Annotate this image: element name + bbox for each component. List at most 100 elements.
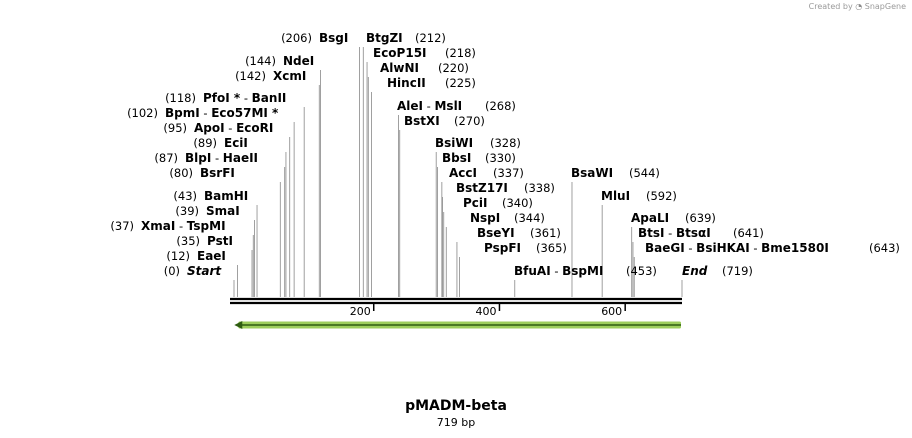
label-separator: - [665, 226, 676, 240]
enzyme-name: BsrFI [200, 166, 235, 180]
axis-tick-label: 400 [475, 305, 496, 318]
site-label[interactable]: PstI [207, 234, 233, 248]
label-separator: - [423, 99, 434, 113]
site-label[interactable]: PspFI [484, 241, 521, 255]
enzyme-name: HincII [387, 76, 426, 90]
site-position: (87) [154, 151, 178, 165]
enzyme-name: Bme1580I [761, 241, 829, 255]
site-position: (453) [626, 264, 657, 278]
site-label[interactable]: End [682, 264, 708, 278]
site-position: (268) [485, 99, 516, 113]
site-label[interactable]: XcmI [273, 69, 306, 83]
site-label[interactable]: AccI [449, 166, 477, 180]
enzyme-name: ApaLI [631, 211, 669, 225]
enzyme-name: BstXI [404, 114, 440, 128]
enzyme-name: Start [187, 264, 222, 278]
site-label[interactable]: BsrFI [200, 166, 235, 180]
site-label[interactable]: BseYI [477, 226, 515, 240]
site-label[interactable]: Start [187, 264, 222, 278]
site-label[interactable]: BsaWI [571, 166, 613, 180]
site-position: (142) [235, 69, 266, 83]
site-label[interactable]: SmaI [206, 204, 240, 218]
site-position: (544) [629, 166, 660, 180]
enzyme-name: PspFI [484, 241, 521, 255]
label-separator: - [211, 151, 222, 165]
site-label[interactable]: BfuAI - BspMI [514, 264, 603, 278]
site-label[interactable]: BbsI [442, 151, 471, 165]
site-lines [233, 47, 683, 297]
enzyme-name: BspMI [562, 264, 603, 278]
site-position: (218) [445, 46, 476, 60]
site-position: (338) [524, 181, 555, 195]
site-label[interactable]: NdeI [283, 54, 314, 68]
site-label[interactable]: PciI [463, 196, 488, 210]
enzyme-name: EciI [224, 136, 248, 150]
enzyme-name: BsaWI [571, 166, 613, 180]
site-label[interactable]: NspI [470, 211, 500, 225]
label-separator: - [685, 241, 696, 255]
site-label[interactable]: AlwNI [380, 61, 419, 75]
enzyme-name: SmaI [206, 204, 240, 218]
enzyme-name: AccI [449, 166, 477, 180]
site-label[interactable]: ApaLI [631, 211, 669, 225]
label-separator: - [240, 91, 251, 105]
site-position: (365) [536, 241, 567, 255]
enzyme-name: BstZ17I [456, 181, 508, 195]
site-label[interactable]: BpmI - Eco57MI * [165, 106, 279, 120]
site-position: (592) [646, 189, 677, 203]
enzyme-name: EaeI [197, 249, 226, 263]
site-label[interactable]: EaeI [197, 249, 226, 263]
site-label[interactable]: BaeGI - BsiHKAI - Bme1580I [645, 241, 829, 255]
site-position: (643) [869, 241, 900, 255]
site-position: (225) [445, 76, 476, 90]
label-separator: - [200, 106, 211, 120]
axis-tick-label: 600 [601, 305, 622, 318]
snapgene-credit: Created by ◔ SnapGene [809, 2, 906, 11]
site-position: (270) [454, 114, 485, 128]
enzyme-name: AleI [397, 99, 423, 113]
enzyme-name: EcoP15I [373, 46, 427, 60]
enzyme-name: BtsαI [676, 226, 711, 240]
enzyme-name: BfuAI [514, 264, 551, 278]
site-label[interactable]: BtgZI [366, 31, 403, 45]
site-label[interactable]: BtsI - BtsαI [638, 226, 711, 240]
site-label[interactable]: MluI [601, 189, 630, 203]
enzyme-name: BsgI [319, 31, 348, 45]
axis-ticks: 200 400 600 [350, 304, 626, 318]
enzyme-name: Eco57MI * [211, 106, 279, 120]
site-label[interactable]: XmaI - TspMI [141, 219, 226, 233]
site-label[interactable]: PfoI * - BanII [203, 91, 286, 105]
site-label[interactable]: BsgI [319, 31, 348, 45]
site-label[interactable]: BamHI [204, 189, 248, 203]
enzyme-name: PstI [207, 234, 233, 248]
site-labels: (0) Start(12) EaeI(35) PstI (37) XmaI - TspMI… [110, 31, 900, 278]
site-position: (361) [530, 226, 561, 240]
enzyme-name: BanII [252, 91, 287, 105]
enzyme-name: BaeGI [645, 241, 685, 255]
site-label[interactable]: AleI - MslI [397, 99, 462, 113]
site-label[interactable]: BsiWI [435, 136, 473, 150]
site-position: (39) [175, 204, 199, 218]
enzyme-name: BsiWI [435, 136, 473, 150]
label-separator: - [750, 241, 761, 255]
site-position: (330) [485, 151, 516, 165]
site-position: (118) [165, 91, 196, 105]
site-label[interactable]: BstXI [404, 114, 440, 128]
site-label[interactable]: BstZ17I [456, 181, 508, 195]
site-label[interactable]: BlpI - HaeII [185, 151, 258, 165]
site-position: (337) [493, 166, 524, 180]
site-position: (340) [502, 196, 533, 210]
site-position: (212) [415, 31, 446, 45]
site-position: (719) [722, 264, 753, 278]
site-position: (144) [245, 54, 276, 68]
site-label[interactable]: HincII [387, 76, 426, 90]
site-label[interactable]: ApoI - EcoRI [194, 121, 273, 135]
enzyme-name: BtsI [638, 226, 665, 240]
site-position: (89) [193, 136, 217, 150]
site-label[interactable]: EcoP15I [373, 46, 427, 60]
site-label[interactable]: EciI [224, 136, 248, 150]
site-position: (80) [169, 166, 193, 180]
enzyme-name: XcmI [273, 69, 306, 83]
enzyme-name: TspMI [187, 219, 226, 233]
site-position: (0) [164, 264, 180, 278]
